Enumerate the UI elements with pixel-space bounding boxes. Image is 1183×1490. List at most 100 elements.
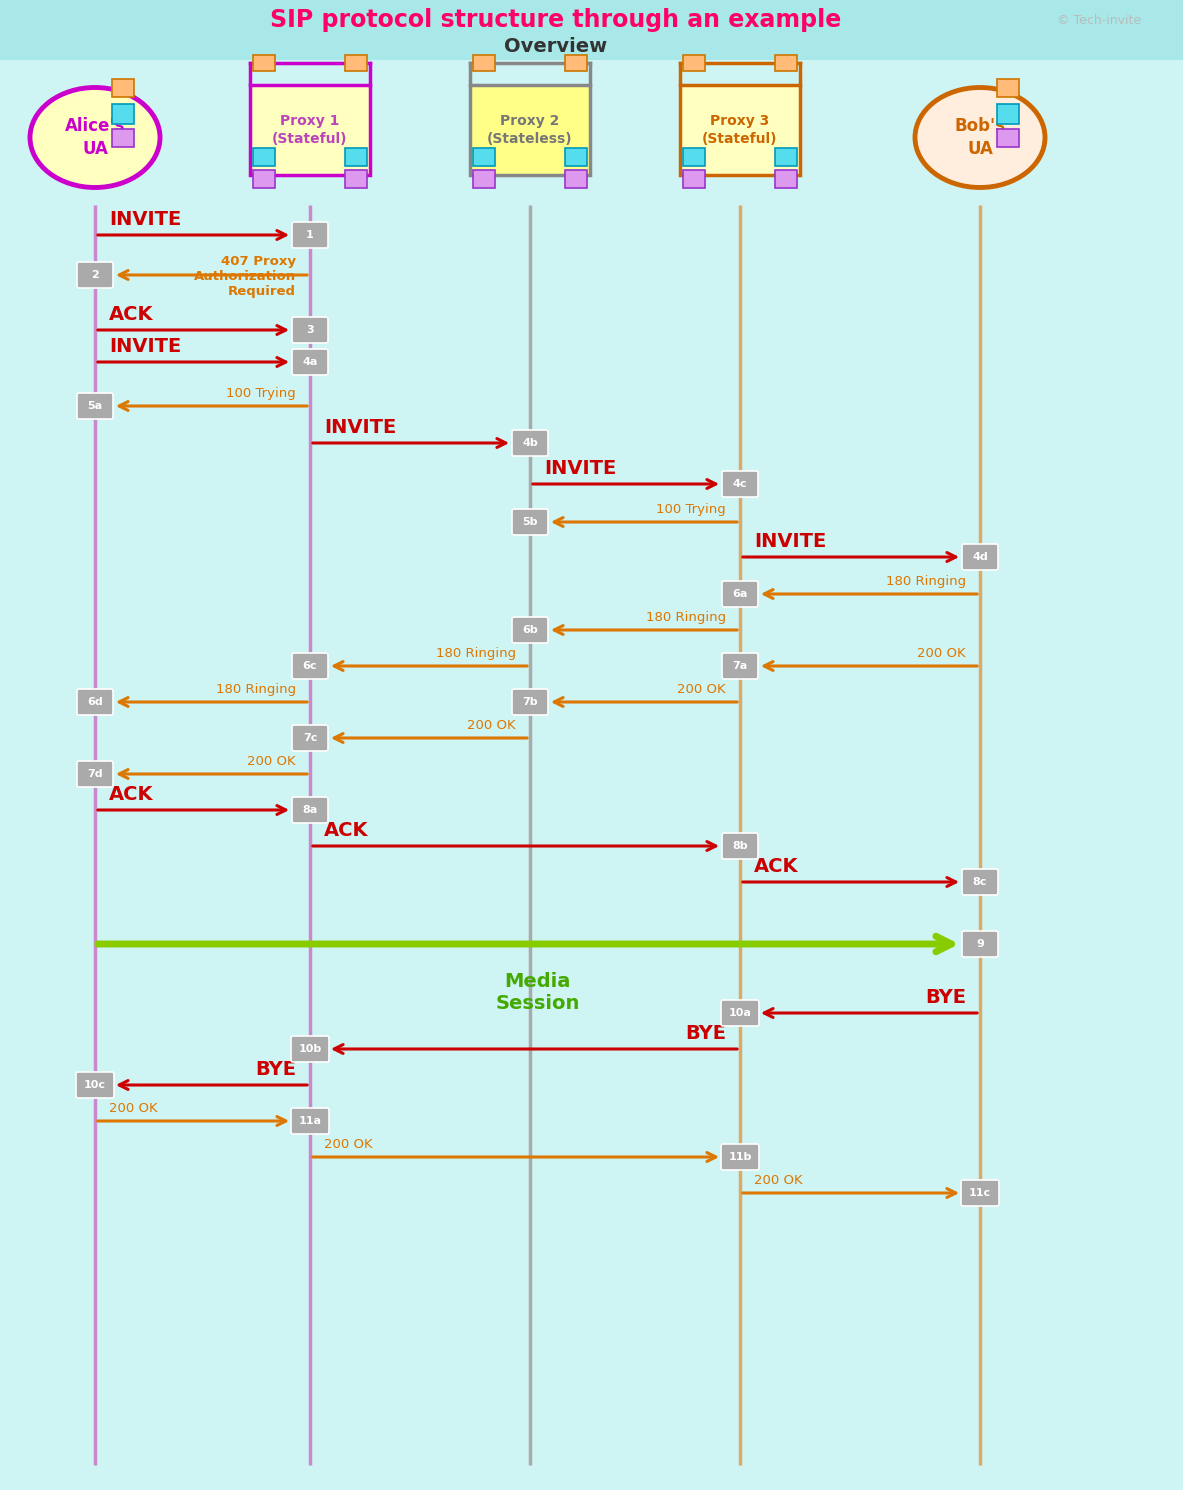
Text: 6d: 6d [88, 697, 103, 706]
FancyBboxPatch shape [77, 393, 114, 419]
Text: 5a: 5a [88, 401, 103, 411]
Text: 3: 3 [306, 325, 313, 335]
Text: 200 OK: 200 OK [754, 1174, 802, 1188]
Text: BYE: BYE [256, 1059, 296, 1079]
FancyBboxPatch shape [253, 55, 274, 72]
Text: Proxy 3
(Stateful): Proxy 3 (Stateful) [703, 115, 777, 146]
Text: INVITE: INVITE [109, 337, 181, 356]
FancyBboxPatch shape [112, 79, 134, 97]
Text: INVITE: INVITE [544, 459, 616, 478]
Text: 11c: 11c [969, 1188, 991, 1198]
FancyBboxPatch shape [512, 431, 548, 456]
FancyBboxPatch shape [345, 55, 367, 72]
FancyBboxPatch shape [77, 688, 114, 715]
FancyBboxPatch shape [775, 55, 797, 72]
Text: 10a: 10a [729, 1009, 751, 1018]
Text: Proxy 1
(Stateful): Proxy 1 (Stateful) [272, 115, 348, 146]
Text: 10b: 10b [298, 1044, 322, 1053]
Text: 7b: 7b [522, 697, 538, 706]
Text: BYE: BYE [925, 988, 967, 1007]
Text: 4b: 4b [522, 438, 538, 448]
FancyBboxPatch shape [961, 1180, 998, 1205]
Text: 7d: 7d [88, 769, 103, 779]
Text: 200 OK: 200 OK [247, 755, 296, 767]
Text: 6a: 6a [732, 589, 748, 599]
Text: 1: 1 [306, 229, 313, 240]
Text: 8b: 8b [732, 840, 748, 851]
FancyBboxPatch shape [775, 148, 797, 165]
Text: 100 Trying: 100 Trying [657, 504, 726, 516]
FancyBboxPatch shape [565, 55, 587, 72]
FancyBboxPatch shape [292, 222, 328, 247]
FancyBboxPatch shape [680, 85, 800, 174]
FancyBboxPatch shape [512, 617, 548, 644]
FancyBboxPatch shape [997, 130, 1019, 148]
Text: ACK: ACK [109, 305, 154, 323]
FancyBboxPatch shape [565, 148, 587, 165]
Text: 4d: 4d [972, 551, 988, 562]
Text: 200 OK: 200 OK [678, 682, 726, 696]
Text: INVITE: INVITE [324, 419, 396, 437]
FancyBboxPatch shape [112, 104, 134, 124]
Text: 6c: 6c [303, 662, 317, 671]
FancyBboxPatch shape [250, 85, 370, 174]
FancyBboxPatch shape [512, 688, 548, 715]
Ellipse shape [30, 88, 160, 188]
FancyBboxPatch shape [292, 653, 328, 679]
Text: 8a: 8a [303, 805, 317, 815]
FancyBboxPatch shape [112, 130, 134, 148]
FancyBboxPatch shape [962, 544, 998, 571]
FancyBboxPatch shape [720, 1000, 759, 1027]
Text: 6b: 6b [522, 624, 538, 635]
FancyBboxPatch shape [291, 1036, 329, 1062]
FancyBboxPatch shape [720, 1144, 759, 1170]
Text: 200 OK: 200 OK [324, 1138, 373, 1150]
Text: 8c: 8c [972, 878, 987, 887]
FancyBboxPatch shape [683, 170, 705, 188]
Text: 7a: 7a [732, 662, 748, 671]
Text: 10c: 10c [84, 1080, 106, 1091]
Ellipse shape [914, 88, 1045, 188]
FancyBboxPatch shape [962, 869, 998, 895]
FancyBboxPatch shape [345, 170, 367, 188]
Text: 4a: 4a [303, 358, 318, 367]
Text: 180 Ringing: 180 Ringing [435, 647, 516, 660]
Text: Proxy 2
(Stateless): Proxy 2 (Stateless) [487, 115, 573, 146]
FancyBboxPatch shape [997, 104, 1019, 124]
FancyBboxPatch shape [775, 170, 797, 188]
FancyBboxPatch shape [683, 148, 705, 165]
FancyBboxPatch shape [0, 0, 1183, 60]
Text: Overview: Overview [504, 36, 608, 55]
FancyBboxPatch shape [345, 148, 367, 165]
FancyBboxPatch shape [292, 317, 328, 343]
Text: 2: 2 [91, 270, 99, 280]
Text: Media
Session: Media Session [496, 971, 580, 1013]
Text: 200 OK: 200 OK [917, 647, 967, 660]
Text: Alice's
UA: Alice's UA [65, 118, 125, 158]
FancyBboxPatch shape [722, 653, 758, 679]
FancyBboxPatch shape [722, 833, 758, 860]
FancyBboxPatch shape [962, 931, 998, 957]
Text: 11a: 11a [298, 1116, 322, 1126]
FancyBboxPatch shape [76, 1071, 114, 1098]
Text: 407 Proxy
Authorization
Required: 407 Proxy Authorization Required [194, 255, 296, 298]
Text: 180 Ringing: 180 Ringing [215, 682, 296, 696]
FancyBboxPatch shape [291, 1109, 329, 1134]
FancyBboxPatch shape [997, 79, 1019, 97]
Text: ACK: ACK [754, 857, 799, 876]
Text: 4c: 4c [732, 478, 748, 489]
FancyBboxPatch shape [77, 761, 114, 787]
Text: ACK: ACK [109, 785, 154, 805]
Text: © Tech-invite: © Tech-invite [1058, 13, 1142, 27]
FancyBboxPatch shape [253, 170, 274, 188]
Text: Bob's
UA: Bob's UA [955, 118, 1006, 158]
Text: 11b: 11b [729, 1152, 751, 1162]
Text: SIP protocol structure through an example: SIP protocol structure through an exampl… [271, 7, 841, 31]
FancyBboxPatch shape [683, 55, 705, 72]
Text: 200 OK: 200 OK [109, 1103, 157, 1115]
FancyBboxPatch shape [473, 55, 494, 72]
Text: 180 Ringing: 180 Ringing [886, 575, 967, 589]
Text: BYE: BYE [685, 1024, 726, 1043]
Text: INVITE: INVITE [109, 210, 181, 229]
Text: INVITE: INVITE [754, 532, 826, 551]
